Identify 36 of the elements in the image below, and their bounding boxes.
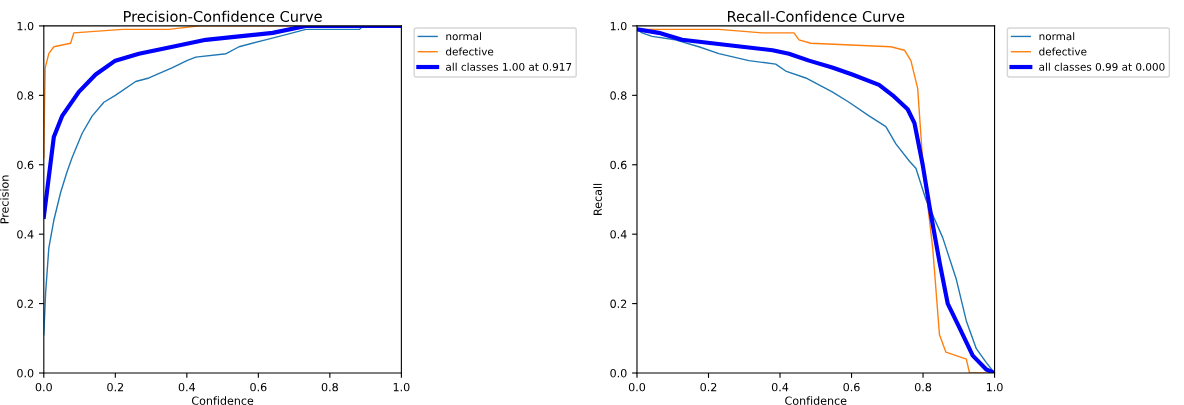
legend-label: all classes 1.00 at 0.917 [446, 62, 572, 71]
y-tick-label: 0.6 [610, 160, 627, 170]
y-tick-label: 1.0 [17, 21, 34, 31]
y-tick-label: 0.2 [17, 299, 33, 308]
x-tick-label: 0.2 [700, 382, 717, 392]
y-tick-label: 0.4 [17, 230, 34, 239]
legend-label: all classes 0.99 at 0.000 [1039, 62, 1165, 71]
x-tick-label: 0.6 [250, 382, 267, 392]
y-tick-label: 0.8 [17, 91, 34, 100]
x-tick-label: 0.2 [107, 382, 124, 392]
y-tick-label: 0.0 [17, 368, 34, 378]
y-axis-title: Precision [0, 175, 9, 224]
y-tick-label: 1.0 [610, 21, 627, 31]
x-tick-label: 1.0 [986, 382, 1003, 392]
y-tick-label: 0.2 [610, 299, 627, 308]
legend-label: defective [1039, 47, 1087, 56]
x-tick-label: 0.4 [178, 382, 196, 392]
legend-label: normal [446, 32, 481, 41]
x-tick-label: 0.0 [628, 382, 646, 392]
chart-title: Recall-Confidence Curve [727, 10, 905, 22]
legend-label: defective [446, 47, 494, 56]
y-tick-label: 0.8 [610, 91, 627, 100]
y-axis-title: Recall [593, 183, 602, 215]
x-tick-label: 1.0 [393, 382, 410, 392]
y-tick-label: 0.6 [17, 160, 34, 170]
x-axis-title: Confidence [785, 396, 847, 405]
x-tick-label: 0.8 [321, 382, 338, 392]
legend-label: normal [1039, 32, 1075, 41]
x-tick-label: 0.8 [914, 382, 932, 392]
y-tick-label: 0.0 [610, 368, 627, 378]
x-axis-title: Confidence [191, 396, 254, 405]
chart-title: Precision-Confidence Curve [124, 10, 322, 22]
x-tick-label: 0.0 [35, 382, 52, 392]
x-tick-label: 0.6 [843, 382, 860, 392]
y-tick-label: 0.4 [610, 230, 627, 239]
x-tick-label: 0.4 [771, 382, 789, 392]
